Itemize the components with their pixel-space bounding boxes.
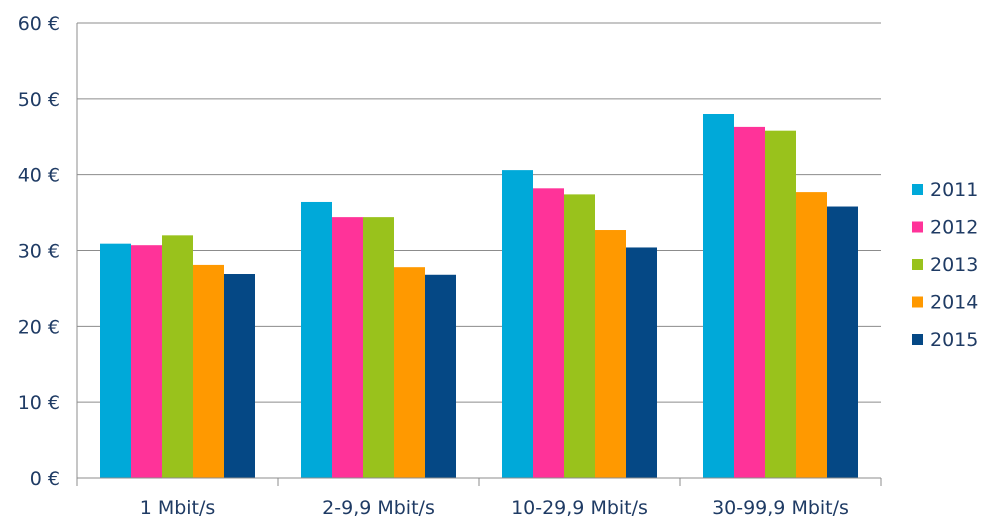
bar bbox=[394, 267, 425, 478]
legend-item: 2012 bbox=[912, 217, 978, 239]
bars bbox=[100, 114, 858, 479]
legend-swatch bbox=[912, 296, 923, 308]
x-axis: 1 Mbit/s 2-9,9 Mbit/s 10-29,9 Mbit/s 30-99,… bbox=[76, 477, 882, 519]
bar bbox=[765, 130, 796, 478]
legend-item: 2013 bbox=[912, 254, 978, 276]
bar bbox=[564, 194, 595, 478]
x-tick-label: 30-99,9 Mbit/s bbox=[712, 497, 849, 519]
bar bbox=[100, 243, 131, 478]
bar bbox=[595, 230, 626, 478]
legend-label: 2014 bbox=[930, 292, 978, 314]
legend-swatch bbox=[912, 221, 923, 233]
bar bbox=[734, 126, 765, 479]
bar bbox=[301, 201, 332, 478]
legend-swatch bbox=[912, 259, 923, 270]
y-tick-label: 20 € bbox=[18, 316, 60, 338]
y-tick-label: 60 € bbox=[18, 13, 60, 35]
x-tick-label: 2-9,9 Mbit/s bbox=[322, 497, 435, 519]
bar bbox=[827, 206, 858, 478]
legend-label: 2012 bbox=[930, 217, 978, 239]
y-tick-label: 50 € bbox=[18, 89, 60, 111]
bar bbox=[193, 264, 224, 478]
legend-item: 2014 bbox=[912, 292, 978, 314]
bar bbox=[796, 192, 827, 478]
legend-label: 2011 bbox=[930, 179, 978, 201]
legend-swatch bbox=[912, 184, 923, 195]
bar bbox=[332, 217, 363, 478]
legend-swatch bbox=[912, 334, 923, 345]
bar bbox=[502, 170, 533, 478]
legend-item: 2011 bbox=[912, 179, 978, 201]
y-tick-label: 40 € bbox=[18, 165, 60, 187]
legend-item: 2015 bbox=[912, 329, 978, 351]
bar bbox=[425, 274, 456, 478]
bar bbox=[533, 188, 564, 479]
bar bbox=[626, 247, 657, 478]
bar bbox=[703, 114, 734, 478]
bar bbox=[162, 235, 193, 478]
y-tick-label: 30 € bbox=[18, 241, 60, 263]
bar bbox=[363, 217, 394, 478]
x-tick-label: 10-29,9 Mbit/s bbox=[511, 497, 648, 519]
bar bbox=[131, 245, 162, 478]
bar bbox=[224, 274, 255, 478]
legend-label: 2013 bbox=[930, 254, 978, 276]
y-tick-label: 10 € bbox=[18, 392, 60, 414]
x-tick-label: 1 Mbit/s bbox=[140, 497, 216, 519]
legend-label: 2015 bbox=[930, 329, 978, 351]
y-axis: 0 € 10 € 20 € 30 € 40 € 50 € 60 € bbox=[18, 13, 78, 490]
legend: 2011 2012 2013 2014 2015 bbox=[912, 179, 978, 351]
y-tick-label: 0 € bbox=[30, 468, 60, 490]
